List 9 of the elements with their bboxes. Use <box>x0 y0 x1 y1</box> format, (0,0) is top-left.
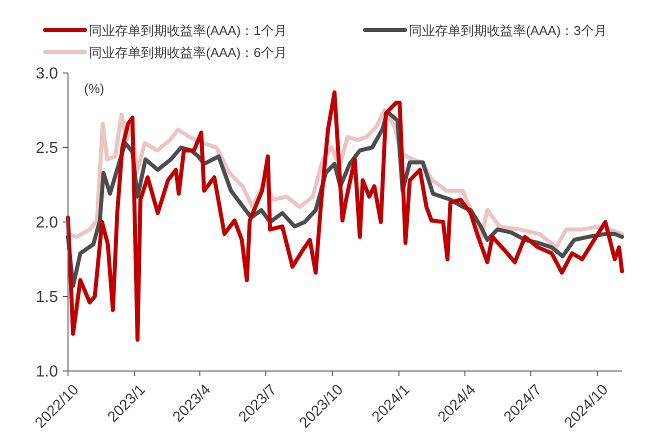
y-tick-label: 3.0 <box>36 66 58 83</box>
y-tick-label: 2.5 <box>36 140 58 158</box>
y-axis-title: (%) <box>84 81 104 96</box>
legend-label: 同业存单到期收益率(AAA)：1个月 <box>89 23 287 38</box>
y-tick-label: 1.5 <box>36 289 58 306</box>
legend-label: 同业存单到期收益率(AAA)：3个月 <box>409 23 607 38</box>
legend-label: 同业存单到期收益率(AAA)：6个月 <box>89 45 287 60</box>
y-tick-label: 1.0 <box>36 364 58 381</box>
y-tick-label: 2.0 <box>36 214 58 232</box>
